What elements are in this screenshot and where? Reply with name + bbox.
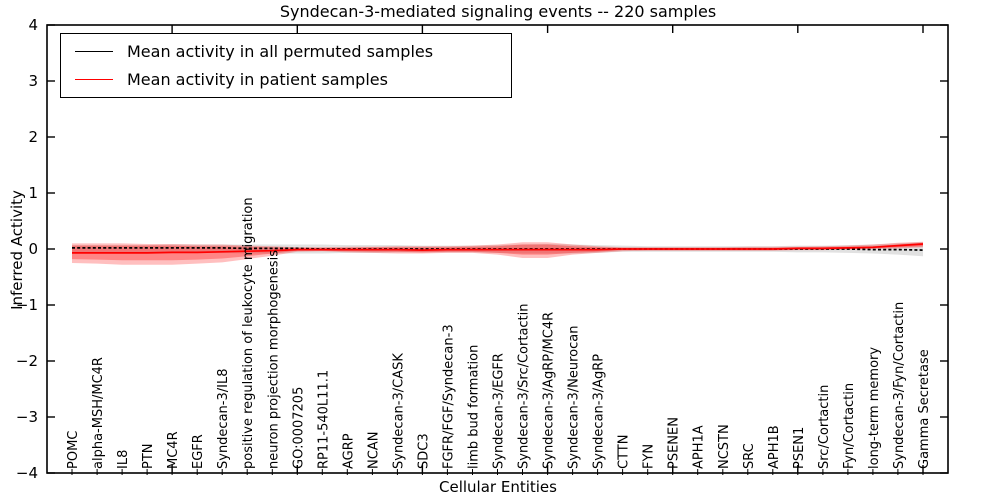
x-category-label: neuron projection morphogenesis bbox=[266, 250, 281, 469]
x-category-label: RP11-540L11.1 bbox=[316, 370, 331, 469]
x-category-label: NCSTN bbox=[717, 424, 732, 469]
x-category-label: Src/Cortactin bbox=[817, 385, 832, 469]
x-category-label: limb bud formation bbox=[467, 345, 482, 469]
x-category-label: Fyn/Cortactin bbox=[842, 383, 857, 469]
x-category-label: CTTN bbox=[617, 435, 632, 469]
x-category-label: Syndecan-3/CASK bbox=[391, 353, 406, 469]
y-tick-label: 3 bbox=[28, 72, 38, 90]
legend-entry-patient: Mean activity in patient samples bbox=[61, 70, 511, 89]
x-category-label: APH1A bbox=[692, 425, 707, 469]
x-category-label: Gamma Secretase bbox=[917, 349, 932, 469]
patient-samples-band-outer bbox=[72, 241, 923, 265]
x-axis-label: Cellular Entities bbox=[439, 478, 557, 496]
patient-line-swatch bbox=[75, 78, 113, 80]
x-category-label: Syndecan-3/Fyn/Cortactin bbox=[892, 302, 907, 469]
x-category-label: APH1B bbox=[767, 425, 782, 469]
x-category-label: SRC bbox=[742, 443, 757, 469]
x-category-label: POMC bbox=[66, 431, 81, 469]
patient-samples-band-inner bbox=[72, 242, 923, 261]
x-category-label: FGFR/FGF/Syndecan-3 bbox=[441, 324, 456, 469]
y-tick-label: −1 bbox=[16, 296, 38, 314]
x-category-label: Syndecan-3/Neurocan bbox=[567, 326, 582, 469]
x-category-label: GO:0007205 bbox=[291, 387, 306, 469]
x-category-label: MC4R bbox=[166, 431, 181, 469]
legend-label: Mean activity in patient samples bbox=[127, 69, 388, 89]
x-category-label: Syndecan-3/AgRP bbox=[592, 354, 607, 469]
x-category-label: positive regulation of leukocyte migrati… bbox=[241, 197, 256, 469]
legend-box: Mean activity in all permuted samples Me… bbox=[60, 33, 512, 98]
legend-entry-permuted: Mean activity in all permuted samples bbox=[61, 42, 511, 61]
x-category-label: alpha-MSH/MC4R bbox=[91, 357, 106, 469]
patient-mean-line bbox=[72, 243, 924, 254]
y-tick-label: 4 bbox=[28, 16, 38, 34]
x-category-label: PSENEN bbox=[667, 417, 682, 469]
x-category-label: Syndecan-3/AgRP/MC4R bbox=[542, 312, 557, 469]
x-category-label: long-term memory bbox=[867, 347, 882, 469]
x-category-label: PTN bbox=[141, 443, 156, 469]
y-axis-label: Inferred Activity bbox=[8, 190, 26, 310]
x-category-label: IL8 bbox=[116, 450, 131, 469]
y-tick-label: 0 bbox=[28, 240, 38, 258]
x-category-label: PSEN1 bbox=[792, 427, 807, 469]
legend-label: Mean activity in all permuted samples bbox=[127, 42, 434, 62]
x-category-label: Syndecan-3/Src/Cortactin bbox=[517, 303, 532, 469]
y-tick-label: 2 bbox=[28, 128, 38, 146]
x-category-label: EGFR bbox=[191, 434, 206, 469]
y-tick-label: 1 bbox=[28, 184, 38, 202]
x-category-label: NCAN bbox=[366, 432, 381, 469]
x-category-label: FYN bbox=[642, 444, 657, 469]
x-category-label: Syndecan-3/IL8 bbox=[216, 369, 231, 469]
y-tick-label: −3 bbox=[16, 408, 38, 426]
x-category-label: Syndecan-3/EGFR bbox=[492, 353, 507, 469]
y-tick-label: −2 bbox=[16, 352, 38, 370]
permuted-line-swatch bbox=[75, 51, 113, 53]
y-tick-label: −4 bbox=[16, 464, 38, 482]
x-category-label: AGRP bbox=[341, 433, 356, 469]
chart-title: Syndecan-3-mediated signaling events -- … bbox=[279, 2, 717, 21]
x-category-label: SDC3 bbox=[416, 433, 431, 469]
